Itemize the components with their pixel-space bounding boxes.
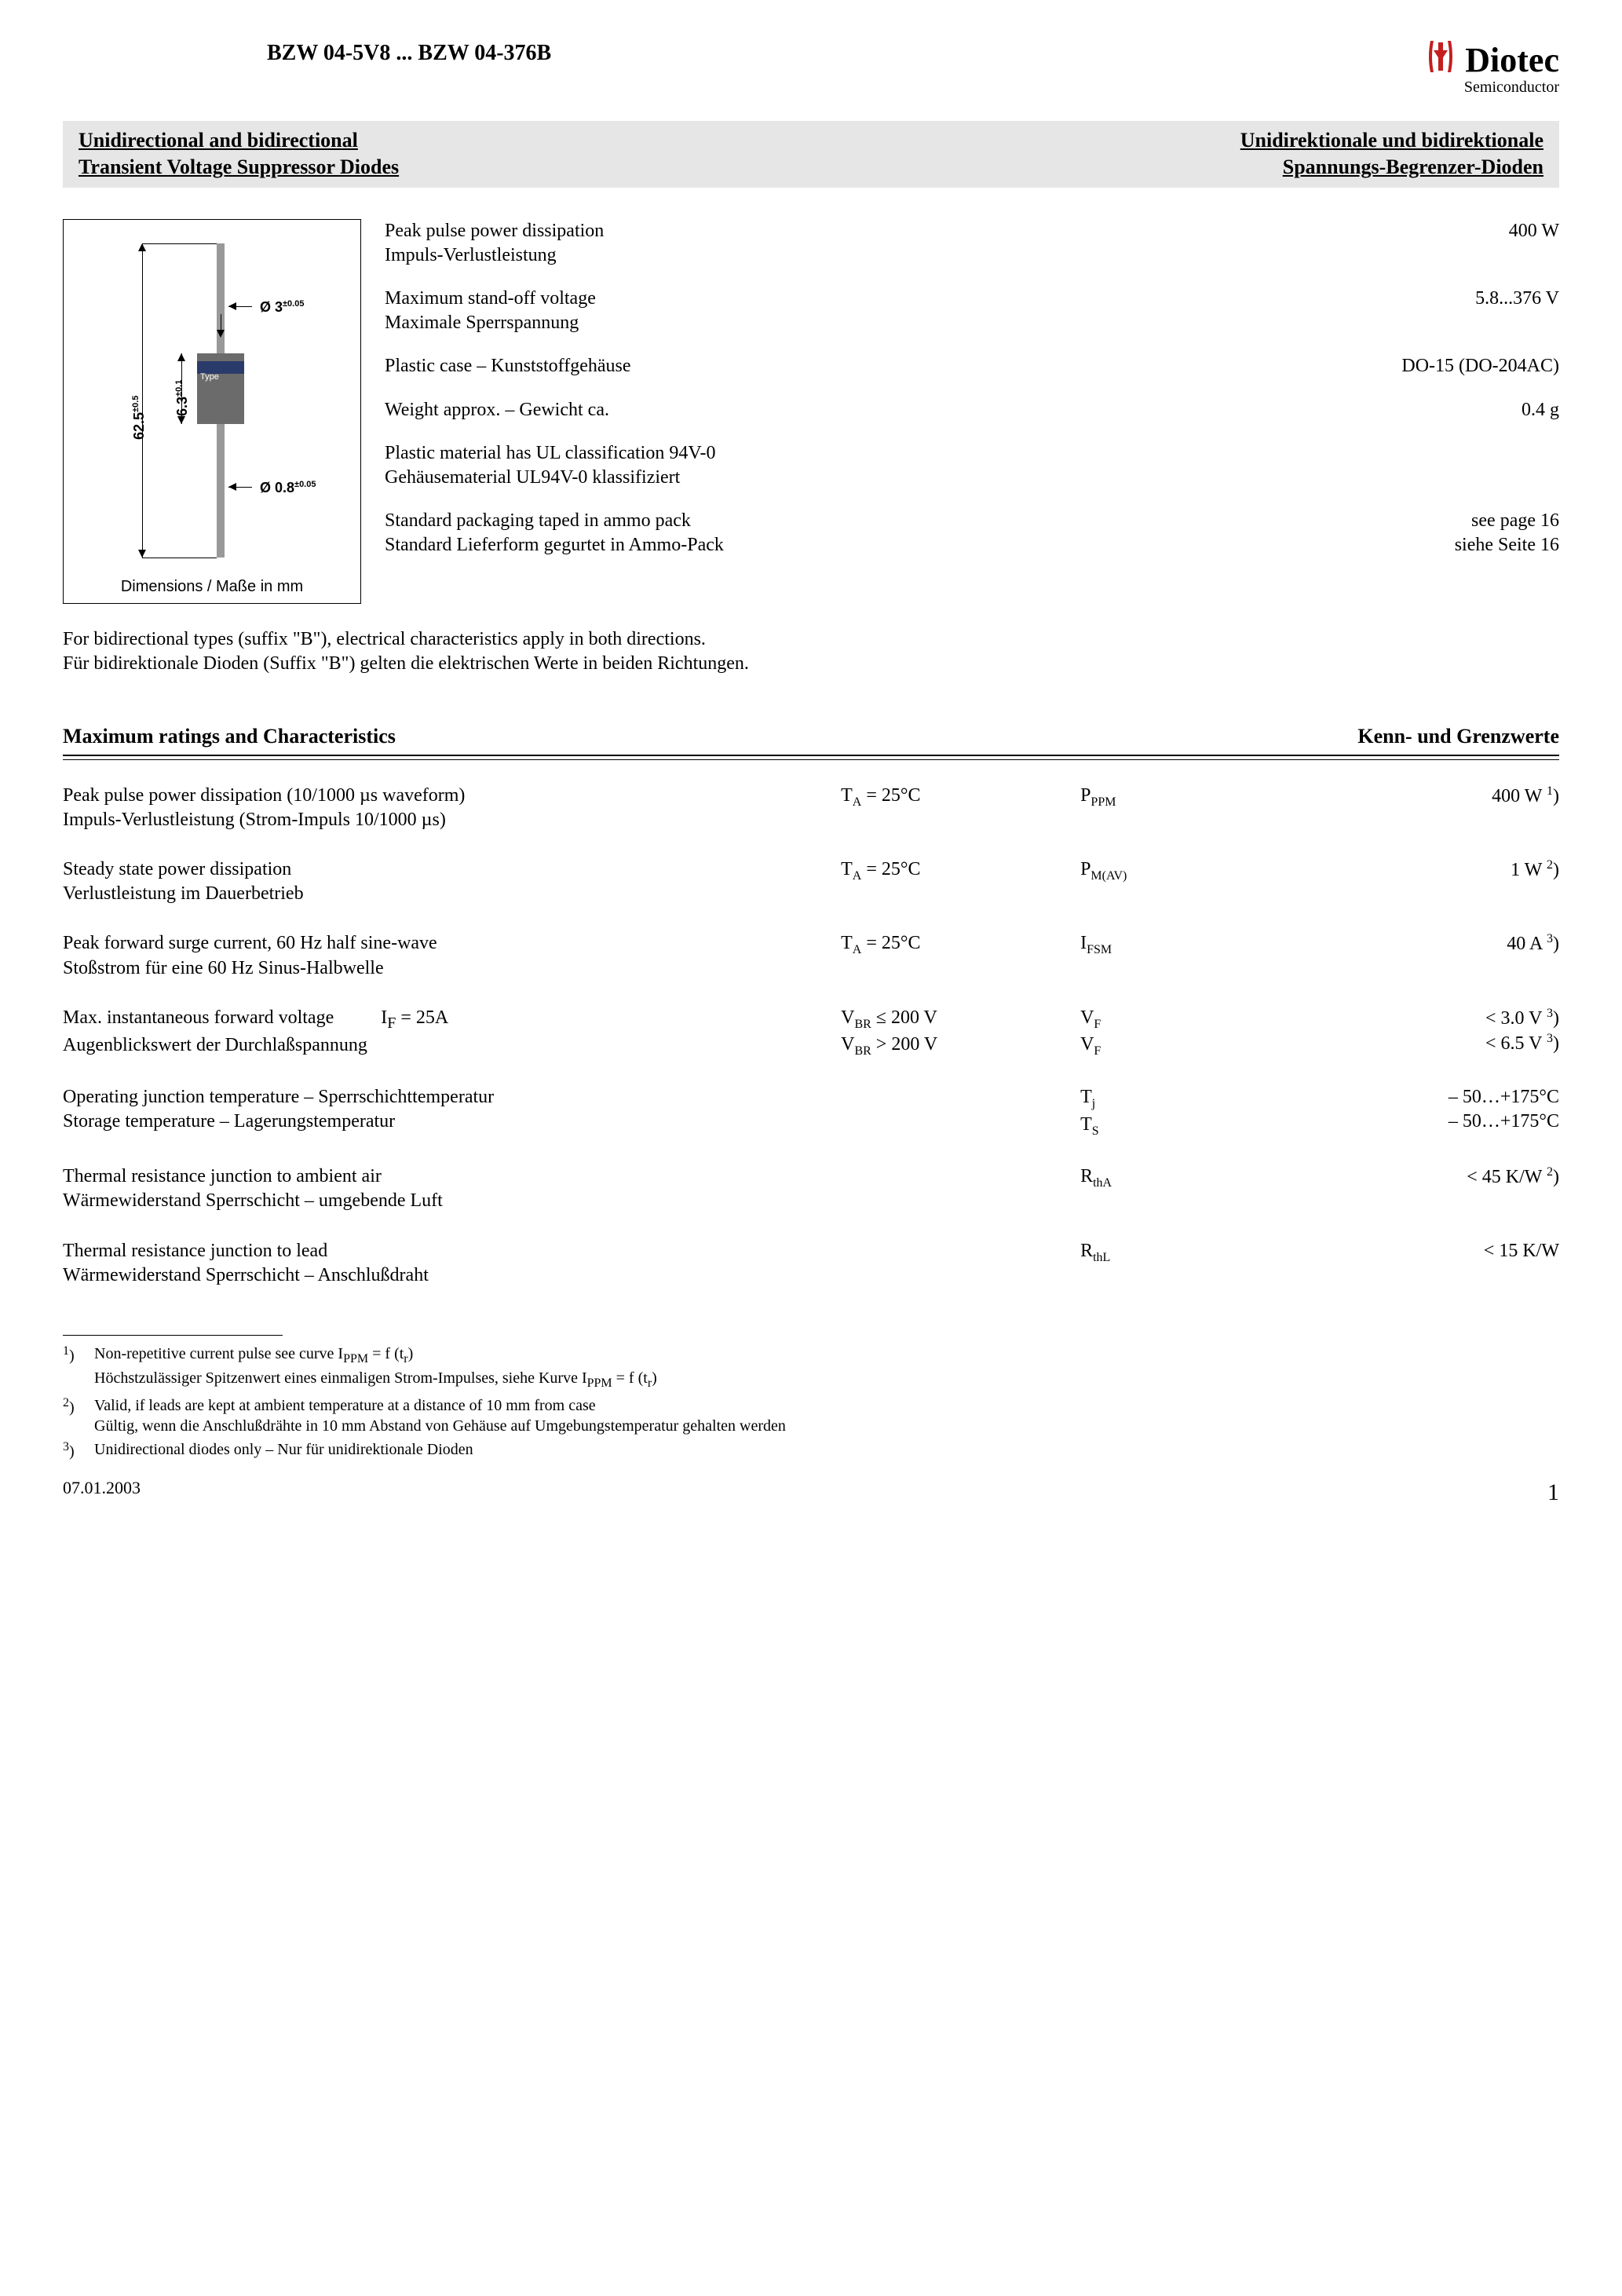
spec-row: Standard packaging taped in ammo packSta…: [385, 509, 1559, 558]
page-footer: 07.01.2003 1: [63, 1477, 1559, 1508]
rating-value: 400 W 1): [1260, 784, 1559, 809]
spec-value: [1543, 441, 1559, 490]
top-content: Type 62.5±0.5 6.3±0.1 Ø 3±0.05 Ø 0.8±0.0…: [63, 219, 1559, 604]
rating-row: Thermal resistance junction to ambient a…: [63, 1164, 1559, 1213]
diagram-caption: Dimensions / Maße in mm: [64, 576, 360, 597]
rating-desc: Thermal resistance junction to leadWärme…: [63, 1239, 841, 1288]
rating-value: 40 A 3): [1260, 931, 1559, 956]
dim-length: 62.5±0.5: [130, 395, 148, 439]
title-banner: Unidirectional and bidirectional Transie…: [63, 121, 1559, 187]
rating-symbol: RthL: [1080, 1239, 1260, 1267]
dim-wire: Ø 0.8±0.05: [260, 479, 316, 497]
lead-bot: [217, 424, 225, 558]
spec-label: Standard packaging taped in ammo packSta…: [385, 509, 1439, 558]
spec-row: Plastic case – KunststoffgehäuseDO-15 (D…: [385, 354, 1559, 378]
rating-value: – 50…+175°C– 50…+175°C: [1260, 1085, 1559, 1134]
footer-date: 07.01.2003: [63, 1477, 141, 1508]
rating-symbol: VFVF: [1080, 1006, 1260, 1060]
package-diagram: Type 62.5±0.5 6.3±0.1 Ø 3±0.05 Ø 0.8±0.0…: [63, 219, 361, 604]
spec-list: Peak pulse power dissipationImpuls-Verlu…: [385, 219, 1559, 604]
footnotes: 1)Non-repetitive current pulse see curve…: [63, 1335, 1559, 1461]
header-underline: [63, 759, 1559, 760]
footer-page: 1: [1547, 1477, 1559, 1508]
spec-value: 5.8...376 V: [1459, 287, 1559, 335]
rating-symbol: PPPM: [1080, 784, 1260, 811]
rating-row: Operating junction temperature – Sperrsc…: [63, 1085, 1559, 1139]
spec-value: 0.4 g: [1506, 398, 1559, 422]
rating-desc: Operating junction temperature – Sperrsc…: [63, 1085, 841, 1134]
spec-label: Maximum stand-off voltageMaximale Sperrs…: [385, 287, 1459, 335]
rating-symbol: TjTS: [1080, 1085, 1260, 1139]
rating-row: Steady state power dissipationVerlustlei…: [63, 857, 1559, 906]
diode-band: Type: [197, 361, 244, 374]
rating-row: Peak pulse power dissipation (10/1000 µs…: [63, 784, 1559, 832]
spec-value: 400 W: [1493, 219, 1559, 268]
spec-label: Plastic material has UL classification 9…: [385, 441, 1543, 490]
spec-row: Maximum stand-off voltageMaximale Sperrs…: [385, 287, 1559, 335]
spec-label: Plastic case – Kunststoffgehäuse: [385, 354, 1386, 378]
spec-row: Plastic material has UL classification 9…: [385, 441, 1559, 490]
ratings-list: Peak pulse power dissipation (10/1000 µs…: [63, 784, 1559, 1288]
rating-value: 1 W 2): [1260, 857, 1559, 883]
rating-symbol: RthA: [1080, 1164, 1260, 1192]
rating-row: Peak forward surge current, 60 Hz half s…: [63, 931, 1559, 980]
dim-body: 6.3±0.1: [174, 379, 192, 415]
logo-text: Diotec: [1465, 43, 1559, 78]
rating-value: < 15 K/W: [1260, 1239, 1559, 1263]
footnote-item: 2)Valid, if leads are kept at ambient te…: [63, 1395, 1559, 1436]
title-right: Unidirektionale und bidirektionale Spann…: [1240, 127, 1543, 181]
footnote-marker: 1): [63, 1344, 94, 1392]
logo: Diotec Semiconductor: [1421, 39, 1559, 97]
spec-value: DO-15 (DO-204AC): [1386, 354, 1559, 378]
rating-cond: TA = 25°C: [841, 931, 1080, 959]
footnote-text: Non-repetitive current pulse see curve I…: [94, 1344, 657, 1392]
footnote-marker: 2): [63, 1395, 94, 1436]
rating-cond: TA = 25°C: [841, 784, 1080, 811]
rating-row: Thermal resistance junction to leadWärme…: [63, 1239, 1559, 1288]
rating-desc: Max. instantaneous forward voltage IF = …: [63, 1006, 841, 1058]
rating-desc: Peak forward surge current, 60 Hz half s…: [63, 931, 841, 980]
spec-label: Weight approx. – Gewicht ca.: [385, 398, 1506, 422]
logo-icon: [1421, 39, 1460, 81]
spec-row: Weight approx. – Gewicht ca.0.4 g: [385, 398, 1559, 422]
rating-value: < 3.0 V 3)< 6.5 V 3): [1260, 1006, 1559, 1056]
product-range: BZW 04-5V8 ... BZW 04-376B: [63, 39, 551, 68]
rating-row: Max. instantaneous forward voltage IF = …: [63, 1006, 1559, 1060]
bidir-note: For bidirectional types (suffix "B"), el…: [63, 627, 1559, 676]
title-left: Unidirectional and bidirectional Transie…: [79, 127, 399, 181]
page-header: BZW 04-5V8 ... BZW 04-376B Diotec Semico…: [63, 39, 1559, 97]
rating-cond: TA = 25°C: [841, 857, 1080, 885]
rating-desc: Thermal resistance junction to ambient a…: [63, 1164, 841, 1213]
spec-label: Peak pulse power dissipationImpuls-Verlu…: [385, 219, 1493, 268]
rating-value: < 45 K/W 2): [1260, 1164, 1559, 1190]
footnote-item: 3)Unidirectional diodes only – Nur für u…: [63, 1439, 1559, 1462]
footnote-item: 1)Non-repetitive current pulse see curve…: [63, 1344, 1559, 1392]
spec-row: Peak pulse power dissipationImpuls-Verlu…: [385, 219, 1559, 268]
rating-desc: Peak pulse power dissipation (10/1000 µs…: [63, 784, 841, 832]
rating-symbol: PM(AV): [1080, 857, 1260, 885]
rating-desc: Steady state power dissipationVerlustlei…: [63, 857, 841, 906]
footnote-text: Valid, if leads are kept at ambient temp…: [94, 1395, 786, 1436]
footnote-rule: [63, 1335, 283, 1336]
spec-value: see page 16siehe Seite 16: [1439, 509, 1559, 558]
rating-cond: VBR ≤ 200 VVBR > 200 V: [841, 1006, 1080, 1060]
dim-lead: Ø 3±0.05: [260, 298, 304, 316]
rating-symbol: IFSM: [1080, 931, 1260, 959]
footnote-marker: 3): [63, 1439, 94, 1462]
footnote-text: Unidirectional diodes only – Nur für uni…: [94, 1439, 473, 1462]
ratings-header: Maximum ratings and Characteristics Kenn…: [63, 723, 1559, 756]
